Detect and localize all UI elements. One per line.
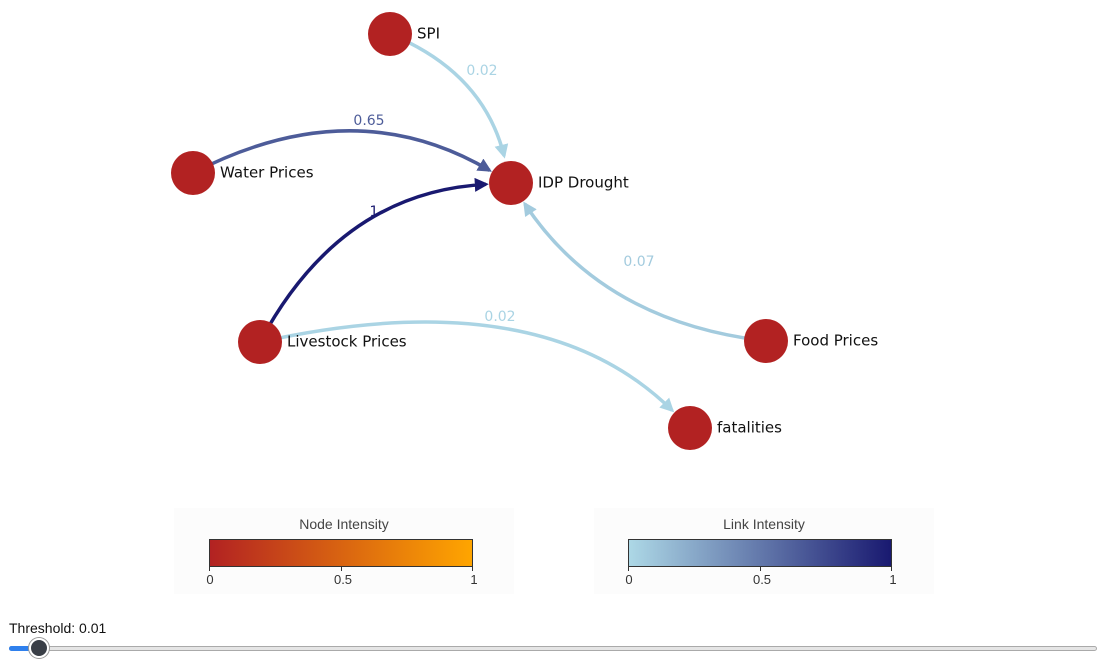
link-legend-title: Link Intensity <box>723 516 805 532</box>
threshold-slider-handle[interactable] <box>29 638 50 658</box>
link-intensity-legend: Link Intensity 0 0.5 1 <box>594 508 934 594</box>
node-label-food: Food Prices <box>793 332 878 350</box>
threshold-label: Threshold: 0.01 <box>9 620 107 636</box>
node-intensity-legend: Node Intensity 0 0.5 1 <box>174 508 514 594</box>
node-legend-tick <box>472 567 473 571</box>
node-spi[interactable] <box>368 12 412 56</box>
edge-food-idp[interactable] <box>523 201 767 343</box>
node-idp[interactable] <box>489 161 533 205</box>
node-label-water: Water Prices <box>220 164 314 182</box>
nodes-layer: SPI IDP Drought Water Prices Livestock Pric… <box>171 12 878 450</box>
node-legend-ticklabel: 0 <box>206 572 214 587</box>
edge-label-livestock-idp: 1 <box>370 204 379 220</box>
node-livestock[interactable] <box>238 320 282 364</box>
threshold-slider-fill <box>9 646 40 651</box>
node-label-livestock: Livestock Prices <box>287 333 407 351</box>
threshold-slider-track[interactable] <box>9 646 1097 651</box>
edge-label-spi-idp: 0.02 <box>466 63 497 79</box>
link-legend-tick <box>891 567 892 571</box>
edge-water-idp[interactable] <box>192 129 492 175</box>
node-food[interactable] <box>744 319 788 363</box>
node-water[interactable] <box>171 151 215 195</box>
node-legend-ticklabel: 1 <box>470 572 478 587</box>
edge-label-water-idp: 0.65 <box>353 113 384 129</box>
link-legend-ticklabel: 0.5 <box>752 572 772 587</box>
link-colorbar <box>628 539 892 567</box>
node-fatalities[interactable] <box>668 406 712 450</box>
edge-label-livestock-fatalities: 0.02 <box>484 309 515 325</box>
node-label-idp: IDP Drought <box>538 174 629 192</box>
edge-spi-idp[interactable] <box>389 32 509 159</box>
edge-livestock-idp[interactable] <box>258 177 489 343</box>
edge-livestock-fatalities[interactable] <box>259 320 675 413</box>
node-label-fatalities: fatalities <box>717 419 782 437</box>
node-colorbar <box>209 539 473 567</box>
node-label-spi: SPI <box>417 25 440 43</box>
link-legend-tick <box>628 567 629 571</box>
edge-label-food-idp: 0.07 <box>623 254 654 270</box>
node-legend-ticklabel: 0.5 <box>333 572 353 587</box>
node-legend-tick <box>341 567 342 571</box>
link-legend-ticklabel: 1 <box>889 572 897 587</box>
link-legend-ticklabel: 0 <box>625 572 633 587</box>
network-graph: 0.02 0.65 1 0.07 0.02 SPI IDP Drought Water Pr… <box>171 12 878 450</box>
node-legend-title: Node Intensity <box>299 516 389 532</box>
node-legend-tick <box>209 567 210 571</box>
edges-layer: 0.02 0.65 1 0.07 0.02 <box>192 32 767 413</box>
link-legend-tick <box>760 567 761 571</box>
